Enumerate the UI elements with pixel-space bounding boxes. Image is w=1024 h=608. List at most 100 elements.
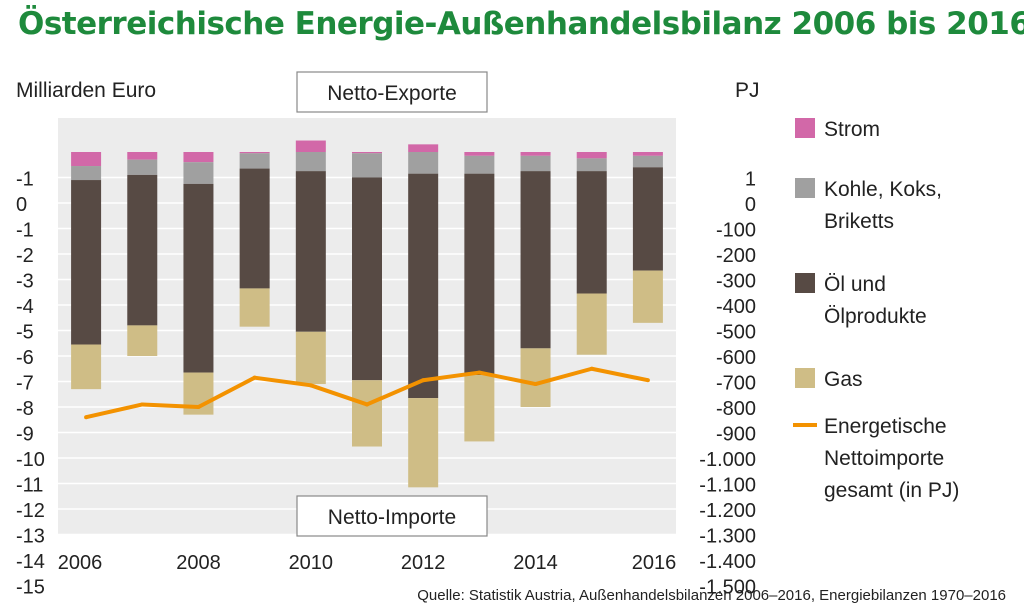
y-right-axis-title: PJ [735, 79, 760, 102]
legend-label-kohle: Briketts [824, 210, 894, 233]
y-left-tick-label: -15 [16, 577, 45, 599]
x-tick-label: 2008 [176, 552, 221, 574]
source-note: Quelle: Statistik Austria, Außenhandelsb… [417, 587, 1006, 604]
line-point [421, 378, 426, 383]
y-left-tick-label: -13 [16, 526, 45, 548]
y-right-tick-label: -1.000 [699, 449, 756, 471]
y-left-tick-label: -8 [16, 398, 34, 420]
bar-oel [127, 174, 158, 326]
bar-strom [295, 140, 326, 152]
y-left-axis-title: Milliarden Euro [16, 79, 156, 102]
y-left-tick-label: -10 [16, 449, 45, 471]
bar-strom [464, 152, 495, 156]
y-right-tick-label: -1.400 [699, 551, 756, 573]
y-left-tick-label: -4 [16, 296, 34, 318]
legend-swatch-oel [795, 273, 815, 293]
annotation-netto-exporte-box [296, 71, 488, 113]
bar-oel [352, 177, 382, 381]
bar-oel [183, 183, 214, 373]
bar-gas [295, 331, 326, 385]
annotation-netto-exporte: Netto-Exporte [327, 82, 457, 105]
bar-oel [464, 173, 495, 376]
y-left-tick-label: -2 [16, 245, 34, 267]
y-right-tick-label: -200 [716, 245, 756, 267]
y-right-tick-label: -400 [716, 296, 756, 318]
y-left-tick-label: -3 [16, 271, 34, 293]
bar-gas [352, 380, 382, 447]
bar-strom [520, 152, 551, 156]
y-right-tick-label: 1 [745, 169, 756, 191]
bar-kohle [183, 162, 214, 184]
line-point [645, 378, 650, 383]
legend-label-line: Energetische [824, 415, 947, 438]
line-point [84, 415, 89, 420]
bar-kohle [127, 159, 158, 175]
legend-label-oel: Öl und [824, 273, 886, 296]
y-left-tick-label: -1 [16, 169, 34, 191]
bar-gas [239, 288, 270, 327]
y-right-tick-label: -1.300 [699, 526, 756, 548]
bar-oel [239, 168, 270, 289]
bar-kohle [352, 153, 382, 178]
bar-oel [520, 171, 551, 349]
y-left-tick-label: -7 [16, 373, 34, 395]
legend-label-gas: Gas [824, 368, 863, 391]
y-left-tick-label: -5 [16, 322, 34, 344]
y-left-tick-label: -12 [16, 500, 45, 522]
line-point [533, 382, 538, 387]
bar-gas [127, 325, 158, 356]
x-tick-label: 2012 [401, 552, 446, 574]
y-right-tick-label: -1.100 [699, 475, 756, 497]
bar-strom [239, 152, 270, 154]
bar-oel [71, 180, 102, 345]
line-point [308, 383, 313, 388]
bar-kohle [295, 152, 326, 172]
y-left-tick-label: -11 [16, 475, 43, 497]
bar-strom [632, 152, 663, 156]
chart-title: Österreichische Energie-Außenhandelsbila… [18, 6, 1024, 42]
annotation-netto-importe: Netto-Importe [328, 506, 456, 529]
legend-label-line: Nettoimporte [824, 447, 944, 470]
bar-strom [408, 144, 439, 152]
line-point [252, 375, 257, 380]
bar-oel [408, 173, 439, 399]
x-tick-label: 2016 [632, 552, 677, 574]
y-left-tick-label: -14 [16, 551, 45, 573]
y-left-tick-label: -9 [16, 424, 34, 446]
bar-kohle [576, 158, 607, 172]
x-tick-label: 2014 [513, 552, 558, 574]
legend-label-strom: Strom [824, 118, 880, 141]
bar-kohle [71, 166, 102, 181]
legend-swatch-kohle [795, 178, 815, 198]
bar-strom [183, 152, 214, 163]
bar-kohle [408, 152, 439, 174]
legend-swatch-strom [795, 118, 815, 138]
bar-oel [576, 171, 607, 294]
y-left-tick-label: 0 [16, 194, 27, 216]
bar-gas [71, 344, 102, 390]
bar-oel [295, 171, 326, 332]
bar-gas [408, 398, 439, 488]
bar-oel [632, 167, 663, 271]
y-right-tick-label: -1.500 [699, 577, 756, 599]
y-right-tick-label: -500 [716, 322, 756, 344]
y-left-tick-label: -1 [16, 220, 34, 242]
y-right-tick-label: -1.200 [699, 500, 756, 522]
bar-gas [576, 293, 607, 355]
bar-strom [127, 152, 158, 160]
bar-strom [71, 152, 102, 167]
y-right-tick-label: -600 [716, 347, 756, 369]
bar-kohle [632, 155, 663, 168]
y-right-tick-label: -800 [716, 398, 756, 420]
bar-gas [520, 348, 551, 407]
line-point [589, 366, 594, 371]
bar-gas [464, 375, 495, 442]
bar-kohle [464, 155, 495, 174]
x-tick-label: 2010 [289, 552, 334, 574]
y-right-tick-label: -900 [716, 424, 756, 446]
bar-kohle [239, 153, 270, 169]
y-right-tick-label: -100 [716, 220, 756, 242]
line-point [140, 402, 145, 407]
legend-label-line: gesamt (in PJ) [824, 479, 959, 502]
